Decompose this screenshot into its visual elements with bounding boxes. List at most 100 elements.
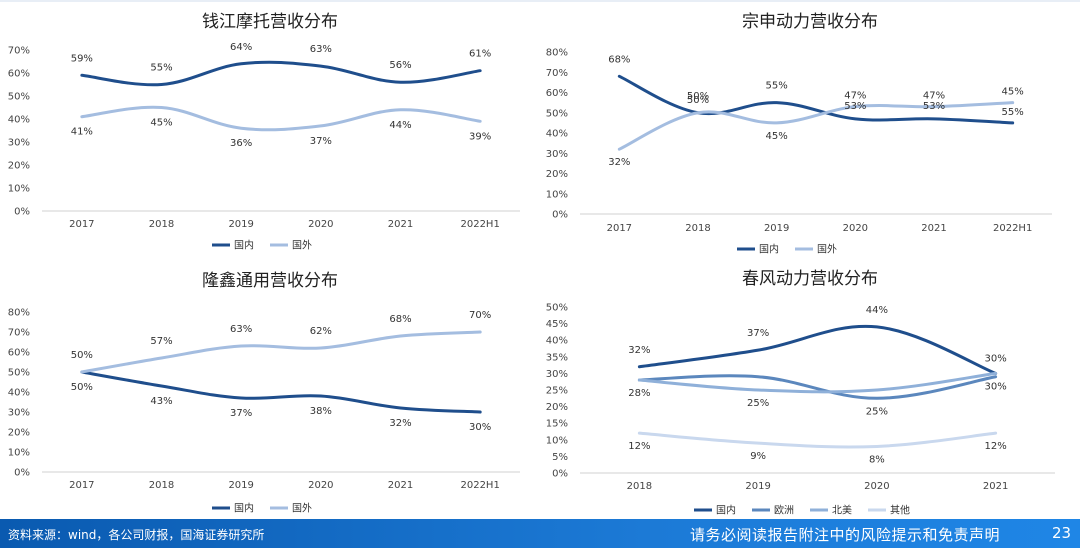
y-tick-label: 70% [8, 328, 30, 339]
legend-label: 国外 [292, 503, 312, 515]
data-label: 25% [866, 406, 888, 417]
data-label: 30% [985, 381, 1007, 392]
chart-zongshen-svg: 宗申动力营收分布 0% 10% 20% 30% 40% 50% 60% 70% 80% 2017 20… [546, 12, 1052, 256]
data-label: 50% [687, 95, 709, 106]
data-label: 44% [866, 305, 888, 316]
y-tick-label: 0% [14, 207, 30, 218]
data-label: 47% [844, 91, 866, 102]
series-line [80, 330, 482, 374]
data-label: 32% [389, 418, 411, 429]
data-label: 39% [469, 131, 491, 142]
data-label: 50% [71, 350, 93, 361]
data-label: 62% [310, 326, 332, 337]
data-label: 56% [389, 60, 411, 71]
data-label: 37% [747, 328, 769, 339]
x-tick-label: 2022H1 [460, 219, 499, 230]
data-label: 50% [687, 91, 709, 102]
x-tick-label: 2021 [921, 223, 946, 234]
source-note: 资料来源：wind，各公司财报，国海证券研究所 [8, 528, 265, 542]
y-tick-label: 30% [546, 149, 568, 160]
legend-label: 国内 [759, 243, 779, 256]
data-label: 53% [844, 101, 866, 112]
legend-label: 国外 [817, 244, 837, 256]
page-number: 23 [1052, 524, 1072, 542]
x-tick-label: 2019 [228, 480, 253, 491]
x-tick-label: 2017 [69, 480, 94, 491]
y-tick-label: 60% [8, 348, 30, 359]
y-tick-label: 15% [546, 419, 568, 430]
data-label: 68% [608, 54, 630, 65]
data-label: 64% [230, 42, 252, 53]
legend-label: 北美 [832, 504, 852, 517]
x-tick-label: 2021 [983, 481, 1008, 492]
x-tick-label: 2021 [388, 480, 413, 491]
x-tick-label: 2022H1 [460, 480, 499, 491]
data-label: 28% [628, 388, 650, 399]
x-tick-label: 2020 [843, 223, 868, 234]
series-line [617, 74, 1015, 125]
y-tick-label: 30% [546, 369, 568, 380]
series-line [637, 431, 998, 449]
data-label: 32% [608, 157, 630, 168]
data-label: 36% [230, 138, 252, 149]
data-label: 57% [150, 336, 172, 347]
data-label: 12% [985, 441, 1007, 452]
y-tick-label: 70% [546, 68, 568, 79]
x-tick-label: 2017 [607, 223, 632, 234]
data-label: 55% [150, 63, 172, 74]
y-tick-label: 60% [8, 69, 30, 80]
series-line [637, 374, 998, 400]
y-tick-label: 50% [8, 368, 30, 379]
chart-title: 春风动力营收分布 [742, 269, 878, 289]
x-tick-label: 2018 [149, 480, 174, 491]
data-label: 61% [469, 49, 491, 60]
y-tick-label: 40% [546, 336, 568, 347]
x-tick-label: 2018 [149, 219, 174, 230]
chart-longxin-svg: 隆鑫通用营收分布 0% 10% 20% 30% 40% 50% 60% 70% 80% 2017 20… [8, 271, 520, 515]
y-tick-label: 20% [546, 402, 568, 413]
y-tick-label: 45% [546, 319, 568, 330]
chart-qianjiang-svg: 钱江摩托营收分布 0% 10% 20% 30% 40% 50% 60% 70% 2017 2018 2… [8, 12, 520, 252]
x-tick-label: 2019 [764, 223, 789, 234]
y-tick-label: 40% [546, 129, 568, 140]
legend-label: 欧洲 [774, 505, 794, 517]
data-label: 37% [230, 408, 252, 419]
y-tick-label: 30% [8, 138, 30, 149]
y-tick-label: 70% [8, 46, 30, 57]
data-label: 53% [923, 101, 945, 112]
series-line [617, 101, 1015, 151]
data-label: 41% [71, 127, 93, 138]
series-line [80, 105, 482, 132]
x-tick-label: 2018 [627, 481, 652, 492]
data-label: 43% [150, 396, 172, 407]
data-label: 9% [750, 451, 766, 462]
legend-label: 国内 [716, 504, 736, 517]
data-label: 45% [1002, 87, 1024, 98]
data-label: 63% [230, 324, 252, 335]
legend-label: 国内 [234, 502, 254, 515]
y-tick-label: 0% [552, 469, 568, 480]
data-label: 37% [310, 136, 332, 147]
data-label: 47% [923, 91, 945, 102]
data-label: 30% [985, 353, 1007, 364]
y-tick-label: 5% [552, 452, 568, 463]
y-tick-label: 10% [546, 189, 568, 200]
x-tick-label: 2019 [228, 219, 253, 230]
data-label: 30% [469, 422, 491, 433]
chart-panel-qianjiang: 钱江摩托营收分布 0% 10% 20% 30% 40% 50% 60% 70% 2017 2018 2… [0, 0, 540, 260]
y-tick-label: 50% [546, 108, 568, 119]
disclaimer-note: 请务必阅读报告附注中的风险提示和免责声明 [690, 526, 1001, 544]
y-tick-label: 40% [8, 115, 30, 126]
footer-bar: 资料来源：wind，各公司财报，国海证券研究所 请务必阅读报告附注中的风险提示和… [0, 519, 1080, 548]
data-label: 50% [71, 382, 93, 393]
y-tick-label: 30% [8, 408, 30, 419]
data-label: 44% [389, 120, 411, 131]
y-tick-label: 80% [8, 308, 30, 319]
chart-panel-zongshen: 宗申动力营收分布 0% 10% 20% 30% 40% 50% 60% 70% 80% 2017 20… [540, 0, 1080, 260]
x-tick-label: 2022H1 [993, 223, 1032, 234]
y-tick-label: 40% [8, 388, 30, 399]
y-tick-label: 35% [546, 352, 568, 363]
x-tick-label: 2020 [308, 219, 333, 230]
y-tick-label: 80% [546, 48, 568, 59]
data-label: 55% [766, 81, 788, 92]
